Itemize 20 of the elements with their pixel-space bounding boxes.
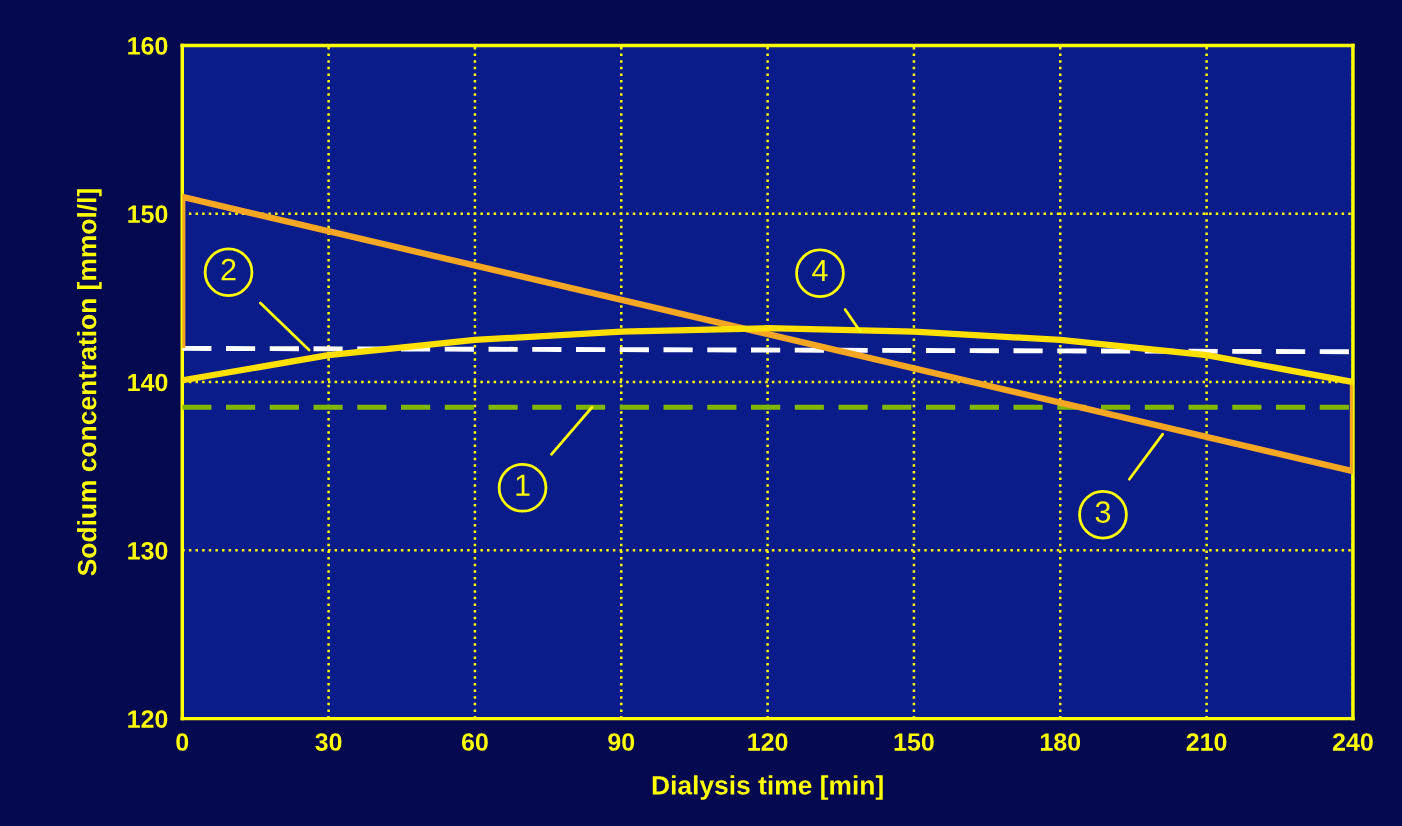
x-tick-label: 210 (1186, 733, 1227, 751)
annotation: 2 (221, 258, 236, 281)
x-tick-label: 60 (461, 733, 488, 751)
annotation: 3 (1095, 501, 1111, 523)
x-tick-label: 180 (1040, 733, 1081, 751)
y-tick-label: 150 (128, 205, 168, 224)
x-tick-label: 240 (1332, 733, 1373, 751)
x-tick-label: 90 (608, 733, 635, 751)
x-tick-label: 30 (315, 733, 342, 751)
annotation: 4 (812, 260, 828, 282)
y-tick-label: 120 (128, 710, 168, 728)
x-tick-label: 120 (748, 733, 788, 751)
y-axis-title: Sodium concentration [mmol/l] (77, 189, 102, 576)
y-tick-label: 140 (128, 373, 168, 392)
x-tick-label: 0 (176, 733, 189, 751)
y-tick-label: 160 (128, 37, 168, 55)
annotation: 1 (516, 474, 530, 496)
x-axis-title: Dialysis time [min] (652, 775, 883, 800)
y-tick-label: 130 (128, 541, 168, 560)
x-tick-label: 150 (894, 733, 934, 751)
